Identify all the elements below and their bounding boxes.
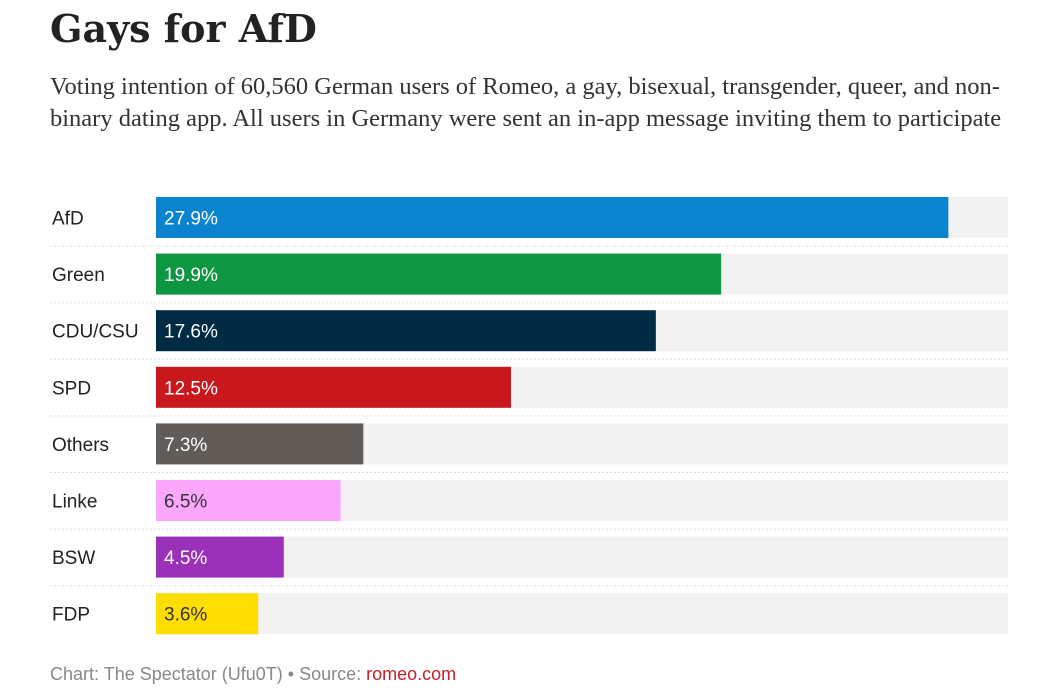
value-label: 17.6% xyxy=(164,322,218,343)
value-label: 7.3% xyxy=(164,435,207,456)
bar-fdp xyxy=(156,593,259,635)
chart-title: Gays for AfD xyxy=(50,6,317,51)
value-label: 27.9% xyxy=(164,209,218,230)
source-label: Source: xyxy=(299,664,367,684)
bar-spd xyxy=(156,366,511,408)
category-label: Green xyxy=(52,265,105,286)
chart-subtitle: Voting intention of 60,560 German users … xyxy=(50,73,1002,132)
bar-linke xyxy=(156,480,341,521)
bar-afd xyxy=(156,197,949,238)
category-label: Others xyxy=(52,435,109,456)
source-link[interactable]: romeo.com xyxy=(366,664,457,684)
chart-credit: Chart: The Spectator (Ufu0T) xyxy=(50,664,283,684)
category-label: CDU/CSU xyxy=(52,322,139,343)
category-label: Linke xyxy=(52,492,97,513)
bar-others xyxy=(156,423,364,465)
category-label: SPD xyxy=(52,378,91,399)
value-label: 3.6% xyxy=(164,605,207,626)
chart-footer: Chart: The Spectator (Ufu0T) • Source: r… xyxy=(50,664,456,685)
category-label: AfD xyxy=(52,209,84,230)
value-label: 19.9% xyxy=(164,265,218,286)
category-label: FDP xyxy=(52,605,90,626)
category-label: BSW xyxy=(52,548,95,569)
bar-track xyxy=(156,536,1008,578)
footer-separator: • xyxy=(282,664,300,684)
bar-track xyxy=(156,593,1008,635)
value-label: 12.5% xyxy=(164,378,218,399)
bar-cdu-csu xyxy=(156,310,656,352)
bar-green xyxy=(156,253,722,295)
value-label: 6.5% xyxy=(164,492,207,513)
bar-bsw xyxy=(156,536,284,578)
value-label: 4.5% xyxy=(164,548,207,569)
